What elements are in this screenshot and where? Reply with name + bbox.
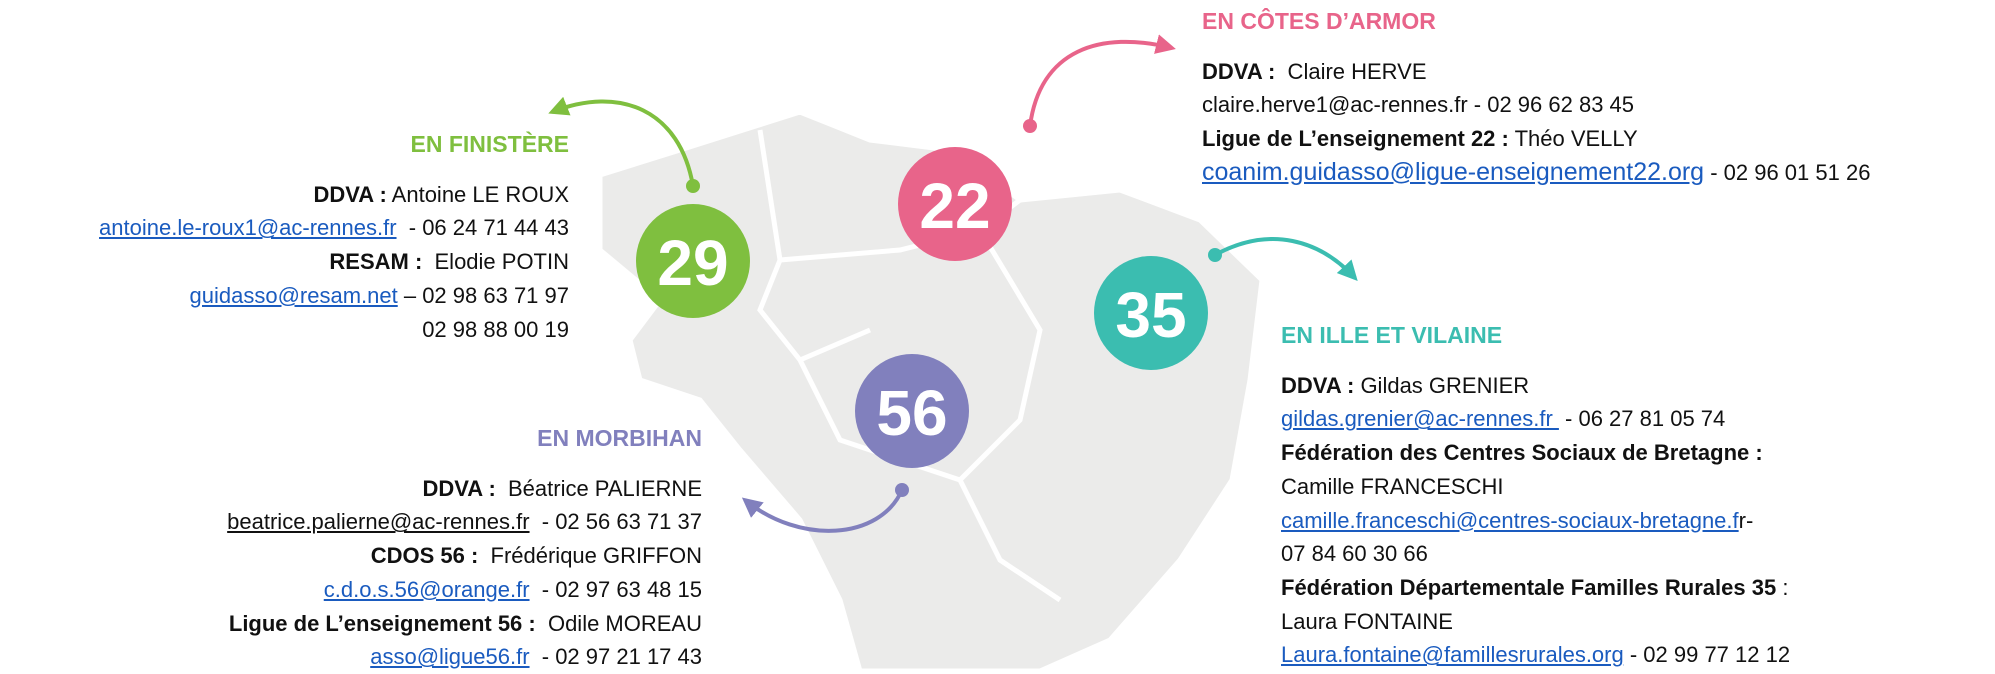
arrow-dot (1023, 119, 1037, 133)
contact-line: DDVA : Claire HERVE (1202, 55, 1870, 89)
badge-circle (898, 147, 1012, 261)
text: Elodie POTIN (422, 249, 570, 275)
region-title: EN MORBIHAN (537, 425, 702, 451)
text: Camille FRANCESCHI (1281, 473, 1504, 499)
arrow-29 (548, 96, 695, 187)
contact-line: Laura.fontaine@famillesrurales.org - 02 … (1281, 638, 1790, 672)
contact-line: 02 98 88 00 19 (99, 313, 569, 347)
label: Fédération Départementale Familles Rural… (1281, 574, 1777, 600)
contact-line: Ligue de L’enseignement 56 : Odile MOREA… (227, 607, 702, 641)
contact-line: 07 84 60 30 66 (1281, 537, 1790, 571)
contact-line: DDVA : Antoine LE ROUX (99, 178, 569, 212)
badge-number: 22 (919, 170, 990, 242)
text: - 02 97 21 17 43 (529, 644, 702, 670)
region-title: EN ILLE ET VILAINE (1281, 322, 1503, 348)
text: Antoine LE ROUX (386, 181, 569, 207)
arrow-22 (1028, 34, 1176, 127)
region-title: EN CÔTES D’ARMOR (1202, 8, 1436, 34)
text: – 02 98 63 71 97 (397, 282, 569, 308)
contact-line: gildas.grenier@ac-rennes.fr - 06 27 81 0… (1281, 402, 1790, 436)
text: Théo VELLY (1508, 126, 1638, 152)
arrow-dot (895, 483, 909, 497)
email-link[interactable]: Laura.fontaine@famillesrurales.org (1281, 642, 1624, 668)
contact-line: DDVA : Gildas GRENIER (1281, 369, 1790, 403)
arrow-35 (1214, 237, 1358, 281)
text: r- (1738, 507, 1754, 533)
contact-line: camille.franceschi@centres-sociaux-breta… (1281, 504, 1790, 538)
contact-line: Fédération des Centres Sociaux de Bretag… (1281, 436, 1790, 470)
contact-line: Camille FRANCESCHI (1281, 470, 1790, 504)
label: DDVA : (1202, 58, 1276, 84)
email-link[interactable]: gildas.grenier@ac-rennes.fr (1281, 406, 1559, 432)
badge-number: 56 (876, 377, 947, 449)
email-link[interactable]: asso@ligue56.fr (370, 644, 530, 670)
email-link[interactable]: c.d.o.s.56@orange.fr (323, 576, 530, 602)
text: - 02 97 63 48 15 (529, 576, 702, 602)
email-link[interactable]: beatrice.palierne@ac-rennes.fr (227, 509, 530, 535)
region-title: EN FINISTÈRE (410, 131, 569, 157)
badge-circle (636, 204, 750, 318)
label: CDOS 56 : (370, 543, 479, 569)
badge-circle (855, 354, 969, 468)
contact-line: beatrice.palierne@ac-rennes.fr - 02 56 6… (227, 505, 702, 539)
contact-line: coanim.guidasso@ligue-enseignement22.org… (1202, 156, 1870, 190)
label: Ligue de L’enseignement 56 : (228, 610, 536, 636)
email-link[interactable]: camille.franceschi@centres-sociaux-breta… (1281, 507, 1739, 533)
text: Frédérique GRIFFON (478, 543, 703, 569)
text: Odile MOREAU (535, 610, 702, 636)
contact-line: guidasso@resam.net – 02 98 63 71 97 (99, 279, 569, 313)
arrow-dot (1208, 248, 1222, 262)
text: - 06 24 71 44 43 (396, 215, 569, 241)
text: Claire HERVE (1275, 58, 1427, 84)
text: - 02 99 77 12 12 (1623, 642, 1791, 668)
label: Ligue de L’enseignement 22 : (1202, 126, 1509, 152)
contact-line: Laura FONTAINE (1281, 605, 1790, 639)
label: DDVA : (313, 181, 387, 207)
label: DDVA : (1281, 372, 1355, 398)
text: - 02 56 63 71 37 (529, 509, 702, 535)
text: 02 98 88 00 19 (422, 316, 569, 342)
contact-line: c.d.o.s.56@orange.fr - 02 97 63 48 15 (227, 573, 702, 607)
badge-circle (1094, 256, 1208, 370)
text: - 02 96 01 51 26 (1704, 159, 1871, 185)
contact-line: RESAM : Elodie POTIN (99, 245, 569, 279)
arrow-56 (741, 489, 904, 533)
label: RESAM : (329, 249, 423, 275)
label: DDVA : (422, 475, 496, 501)
text: Gildas GRENIER (1354, 372, 1530, 398)
contact-line: DDVA : Béatrice PALIERNE (227, 472, 702, 506)
badge-number: 29 (657, 227, 728, 299)
text: Laura FONTAINE (1281, 608, 1453, 634)
badges: 29 22 35 56 (636, 147, 1208, 468)
text: Béatrice PALIERNE (495, 475, 702, 501)
email-link[interactable]: guidasso@resam.net (189, 282, 398, 308)
ille-vilaine-block: EN ILLE ET VILAINE DDVA : Gildas GRENIER g… (1281, 319, 1790, 672)
text: 07 84 60 30 66 (1281, 541, 1428, 567)
email-link[interactable]: coanim.guidasso@ligue-enseignement22.org (1202, 157, 1705, 186)
contact-line: Ligue de L’enseignement 22 : Théo VELLY (1202, 122, 1870, 156)
badge-number: 35 (1115, 279, 1186, 351)
text: - 06 27 81 05 74 (1558, 406, 1726, 432)
contact-line: antoine.le-roux1@ac-rennes.fr - 06 24 71… (99, 211, 569, 245)
label: Fédération des Centres Sociaux de Bretag… (1281, 440, 1763, 466)
text: claire.herve1@ac-rennes.fr - 02 96 62 83… (1202, 92, 1635, 118)
text: : (1776, 574, 1789, 600)
cotes-armor-block: EN CÔTES D’ARMOR DDVA : Claire HERVE clair… (1202, 5, 1870, 190)
morbihan-block: EN MORBIHAN DDVA : Béatrice PALIERNE beatr… (227, 422, 702, 674)
contact-line: claire.herve1@ac-rennes.fr - 02 96 62 83… (1202, 88, 1870, 122)
contact-line: Fédération Départementale Familles Rural… (1281, 571, 1790, 605)
email-link[interactable]: antoine.le-roux1@ac-rennes.fr (99, 215, 397, 241)
contact-line: asso@ligue56.fr - 02 97 21 17 43 (227, 640, 702, 674)
contact-line: CDOS 56 : Frédérique GRIFFON (227, 539, 702, 573)
finistere-block: EN FINISTÈRE DDVA : Antoine LE ROUX antoin… (99, 128, 569, 346)
arrow-dot (686, 179, 700, 193)
